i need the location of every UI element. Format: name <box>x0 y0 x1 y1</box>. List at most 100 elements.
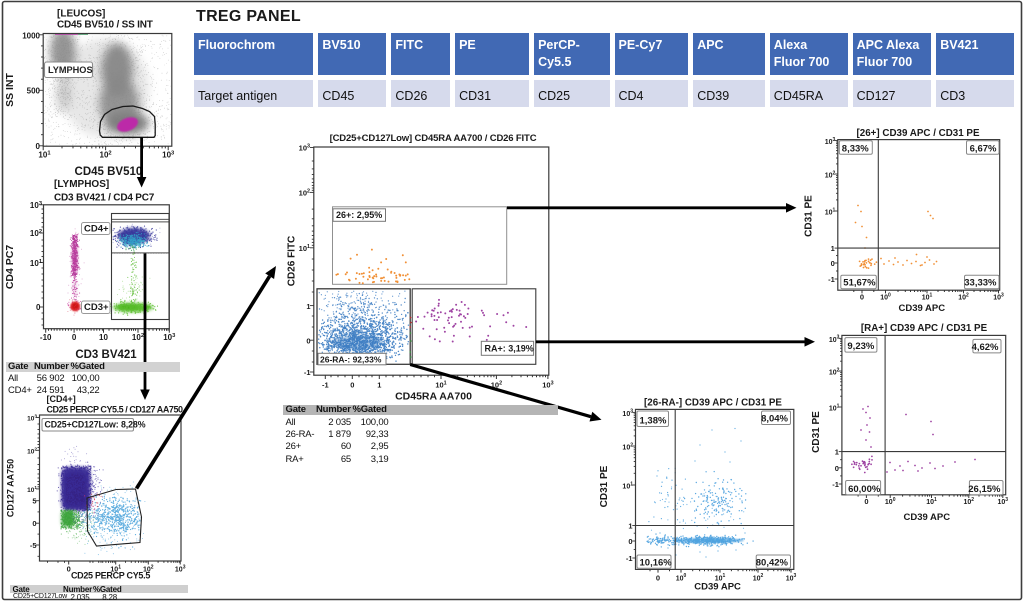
svg-text:102: 102 <box>958 292 969 301</box>
svg-text:CD4 PC7: CD4 PC7 <box>4 245 16 290</box>
svg-text:CD39 APC: CD39 APC <box>898 303 945 314</box>
svg-text:101: 101 <box>30 259 43 268</box>
svg-text:80,42%: 80,42% <box>756 557 789 568</box>
svg-text:CD25 PERCP CY5.5 / CD127 AA750: CD25 PERCP CY5.5 / CD127 AA750 <box>47 405 184 415</box>
svg-text:103: 103 <box>175 564 186 573</box>
svg-text:101: 101 <box>622 481 633 490</box>
svg-text:101: 101 <box>110 564 121 573</box>
svg-text:0: 0 <box>860 293 864 302</box>
svg-text:103: 103 <box>998 497 1009 506</box>
svg-text:CD3+: CD3+ <box>84 302 109 313</box>
svg-text:-1: -1 <box>304 368 311 377</box>
svg-text:102: 102 <box>753 573 764 582</box>
svg-text:102: 102 <box>132 333 144 342</box>
svg-text:60,00%: 60,00% <box>848 484 881 495</box>
svg-text:[LEUCOS]: [LEUCOS] <box>57 9 105 20</box>
svg-text:103: 103 <box>542 380 553 389</box>
svg-text:CD127 AA750: CD127 AA750 <box>6 459 16 517</box>
svg-text:CD45 BV510 / SS INT: CD45 BV510 / SS INT <box>57 20 153 31</box>
svg-text:102: 102 <box>30 229 42 238</box>
svg-text:0: 0 <box>656 573 660 582</box>
svg-text:0: 0 <box>350 381 354 390</box>
svg-text:1: 1 <box>831 244 835 253</box>
svg-text:1: 1 <box>377 381 381 390</box>
svg-text:102: 102 <box>491 380 502 389</box>
svg-text:CD31 PE: CD31 PE <box>804 195 815 237</box>
svg-text:26,15%: 26,15% <box>968 484 1001 495</box>
svg-text:0: 0 <box>835 464 839 473</box>
svg-text:102: 102 <box>143 564 154 573</box>
svg-text:0: 0 <box>864 497 868 506</box>
svg-text:-1: -1 <box>322 381 329 390</box>
svg-text:101: 101 <box>829 403 840 412</box>
svg-text:33,33%: 33,33% <box>964 278 997 289</box>
svg-text:101: 101 <box>38 150 51 159</box>
svg-text:103: 103 <box>825 137 836 146</box>
svg-text:26-RA-: 92,33%: 26-RA-: 92,33% <box>320 354 382 364</box>
svg-text:0: 0 <box>628 537 632 546</box>
svg-text:SS INT: SS INT <box>4 72 16 106</box>
svg-text:101: 101 <box>435 380 446 389</box>
svg-text:26+: 2,95%: 26+: 2,95% <box>336 210 382 220</box>
svg-text:[CD4+]: [CD4+] <box>47 394 76 404</box>
svg-text:-10: -10 <box>40 333 52 342</box>
svg-text:103: 103 <box>30 201 43 210</box>
svg-text:100: 100 <box>676 573 687 582</box>
svg-text:CD25 PERCP CY5.5: CD25 PERCP CY5.5 <box>71 571 150 581</box>
svg-text:102: 102 <box>27 446 37 455</box>
svg-text:51,67%: 51,67% <box>843 278 876 289</box>
svg-text:CD45RA AA700: CD45RA AA700 <box>395 391 472 403</box>
svg-text:1: 1 <box>306 302 310 311</box>
svg-text:CD31 PE: CD31 PE <box>811 411 822 453</box>
svg-text:102: 102 <box>829 367 840 376</box>
svg-text:CD45 BV510: CD45 BV510 <box>75 166 143 178</box>
svg-text:102: 102 <box>622 442 633 451</box>
svg-text:0: 0 <box>36 303 41 312</box>
svg-text:8,33%: 8,33% <box>842 143 869 154</box>
svg-text:1,38%: 1,38% <box>640 416 667 427</box>
svg-text:102: 102 <box>964 497 975 506</box>
svg-text:CD39 APC: CD39 APC <box>694 582 741 593</box>
svg-text:103: 103 <box>829 335 840 344</box>
svg-text:CD3 BV421 / CD4 PC7: CD3 BV421 / CD4 PC7 <box>54 193 155 204</box>
svg-text:4,62%: 4,62% <box>972 342 999 353</box>
svg-text:102: 102 <box>100 150 112 159</box>
svg-text:0: 0 <box>36 142 41 151</box>
svg-text:103: 103 <box>622 409 633 418</box>
svg-text:100: 100 <box>880 292 891 301</box>
svg-text:5: 5 <box>32 497 36 506</box>
svg-text:101: 101 <box>926 497 937 506</box>
svg-text:-1: -1 <box>832 480 839 489</box>
svg-text:9,23%: 9,23% <box>847 341 874 352</box>
svg-text:102: 102 <box>825 170 836 179</box>
svg-text:1: 1 <box>628 522 632 531</box>
svg-text:[CD25+CD127Low] CD45RA AA700 /: [CD25+CD127Low] CD45RA AA700 / CD26 FITC <box>330 133 537 144</box>
svg-text:0: 0 <box>831 259 835 268</box>
svg-text:100: 100 <box>885 497 896 506</box>
svg-text:[26+] CD39 APC / CD31 PE: [26+] CD39 APC / CD31 PE <box>857 128 980 139</box>
svg-text:103: 103 <box>162 150 175 159</box>
svg-text:CD31 PE: CD31 PE <box>599 465 610 507</box>
svg-text:102: 102 <box>299 188 310 197</box>
svg-text:[LYMPHOS]: [LYMPHOS] <box>54 179 109 190</box>
svg-text:CD39 APC: CD39 APC <box>903 512 950 523</box>
svg-text:500: 500 <box>27 87 41 96</box>
svg-text:101: 101 <box>922 292 933 301</box>
svg-text:10: 10 <box>99 333 108 342</box>
svg-text:103: 103 <box>993 292 1004 301</box>
svg-text:LYMPHOS: LYMPHOS <box>48 65 93 75</box>
svg-text:10,16%: 10,16% <box>640 557 673 568</box>
svg-text:0: 0 <box>306 336 310 345</box>
svg-text:103: 103 <box>299 143 310 152</box>
svg-text:CD26 FITC: CD26 FITC <box>287 236 298 287</box>
svg-text:CD3 BV421: CD3 BV421 <box>75 349 137 361</box>
svg-text:101: 101 <box>825 207 836 216</box>
svg-text:[RA+] CD39 APC / CD31 PE: [RA+] CD39 APC / CD31 PE <box>861 323 988 334</box>
svg-text:CD4+: CD4+ <box>84 224 109 235</box>
svg-text:[26-RA-] CD39 APC / CD31 PE: [26-RA-] CD39 APC / CD31 PE <box>644 398 782 409</box>
svg-text:CD25+CD127Low: 8,28%: CD25+CD127Low: 8,28% <box>45 420 146 430</box>
svg-text:1: 1 <box>835 448 839 457</box>
svg-text:101: 101 <box>715 573 726 582</box>
svg-text:-1: -1 <box>626 554 633 563</box>
svg-text:8,04%: 8,04% <box>761 414 788 425</box>
